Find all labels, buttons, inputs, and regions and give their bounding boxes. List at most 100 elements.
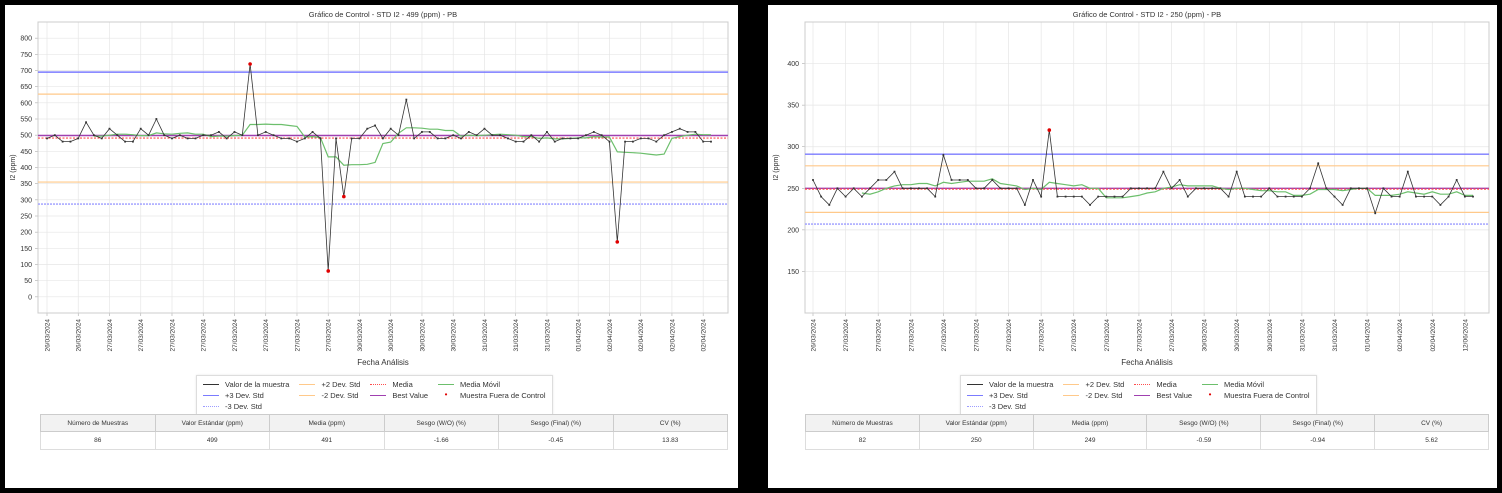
sample-point xyxy=(272,134,275,137)
sample-point xyxy=(1358,187,1360,190)
table-cell: 249 xyxy=(1032,431,1148,450)
sample-point xyxy=(178,134,181,137)
x-tick-label: 27/03/2024 xyxy=(1169,319,1176,352)
x-tick-label: 02/04/2024 xyxy=(1397,319,1404,352)
sample-point xyxy=(210,134,212,137)
legend-line-icon xyxy=(1134,383,1151,385)
table-cell: 82 xyxy=(805,431,920,450)
sample-point xyxy=(1349,187,1352,190)
sample-point xyxy=(428,131,431,133)
sample-point xyxy=(264,131,267,133)
chart-title: Gráfico de Control - STD I2 - 499 (ppm) … xyxy=(309,10,457,19)
sample-point xyxy=(869,187,871,190)
legend-label: Valor de la muestra xyxy=(989,379,1054,389)
x-tick-label: 31/03/2024 xyxy=(513,319,520,352)
table-cell: 13.83 xyxy=(612,431,728,450)
x-tick-label: 27/03/2024 xyxy=(326,319,333,352)
legend-line-icon xyxy=(299,383,316,385)
sample-point xyxy=(577,137,580,140)
legend-item: +2 Dev. Std xyxy=(299,379,360,389)
x-tick-label: 27/03/2024 xyxy=(1039,319,1046,352)
y-tick-label: 400 xyxy=(787,61,799,68)
legend-label: Media xyxy=(392,379,413,389)
sample-point xyxy=(1406,170,1409,173)
sample-point xyxy=(901,187,904,190)
sample-point xyxy=(877,179,880,181)
table-header-cell: Valor Estándar (ppm) xyxy=(918,414,1034,432)
summary-table: Número de Muestras Valor Estándar (ppm) Me… xyxy=(40,414,728,450)
sample-point xyxy=(1113,195,1116,198)
sample-point xyxy=(1040,195,1043,198)
y-tick-label: 250 xyxy=(20,214,32,221)
legend-item: -3 Dev. Std xyxy=(203,401,289,411)
table-cell: -0.45 xyxy=(498,431,614,450)
table-header-cell: Media (ppm) xyxy=(1032,414,1148,432)
sample-point xyxy=(319,137,322,140)
sample-point xyxy=(893,170,896,173)
sample-point xyxy=(311,131,314,133)
legend-label: +2 Dev. Std xyxy=(1085,379,1125,389)
sample-point xyxy=(1178,179,1181,181)
sample-point xyxy=(1227,195,1230,198)
outlier-marker-icon: • xyxy=(1208,390,1212,399)
sample-point xyxy=(124,140,127,143)
sample-point xyxy=(553,140,556,143)
sample-point xyxy=(1341,204,1344,206)
sample-point xyxy=(77,137,80,140)
y-tick-label: 400 xyxy=(20,165,32,172)
sample-point xyxy=(1431,195,1434,198)
table-cell: 491 xyxy=(269,431,385,450)
legend-label: Media xyxy=(1156,379,1177,389)
y-tick-label: 350 xyxy=(20,181,32,188)
sample-point xyxy=(820,195,823,198)
x-tick-label: 27/03/2024 xyxy=(941,319,948,352)
x-tick-label: 27/03/2024 xyxy=(138,319,145,352)
x-tick-label: 12/06/2024 xyxy=(1462,319,1469,352)
sample-point xyxy=(100,137,103,140)
table-header-cell: Sesgo (W/O) (%) xyxy=(1146,414,1262,432)
x-tick-label: 30/03/2024 xyxy=(419,319,426,352)
sample-point xyxy=(202,134,205,137)
sample-point xyxy=(452,134,455,137)
sample-point xyxy=(1056,195,1059,198)
table-header-cell: Sesgo (Final) (%) xyxy=(498,414,614,432)
sample-point xyxy=(1170,187,1173,190)
y-tick-label: 650 xyxy=(20,84,32,91)
y-axis-label: I2 (ppm) xyxy=(773,154,780,180)
legend-label: -2 Dev. Std xyxy=(1085,390,1123,400)
sample-point xyxy=(421,131,423,133)
legend-item: • Muestra Fuera de Control xyxy=(1202,390,1310,400)
x-tick-label: 30/03/2024 xyxy=(388,319,395,352)
sample-point xyxy=(671,131,673,133)
x-tick-label: 27/03/2024 xyxy=(107,319,114,352)
x-tick-label: 30/03/2024 xyxy=(1267,319,1274,352)
sample-point xyxy=(983,187,986,190)
sample-point xyxy=(812,179,814,181)
control-chart-499: 0 50 100 150 200 250 300 350 400 450 500 550 600 650 7… xyxy=(10,10,729,367)
sample-point xyxy=(1439,204,1442,206)
y-tick-label: 0 xyxy=(28,294,32,301)
sample-point xyxy=(694,131,697,133)
sample-point xyxy=(491,134,494,137)
y-tick-label: 200 xyxy=(20,230,32,237)
sample-point xyxy=(116,134,119,137)
sample-point xyxy=(397,134,400,137)
control-chart-panel-i2-499: 0 50 100 150 200 250 300 350 400 450 500 550 600 650 7… xyxy=(5,5,738,488)
legend-label: -3 Dev. Std xyxy=(225,401,262,411)
control-chart-panel-i2-250: 150 200 250 300 350 400 26/03/2024 27/03/2024 27… xyxy=(768,5,1497,488)
legend-item: +3 Dev. Std xyxy=(203,390,289,400)
sample-point xyxy=(163,134,166,137)
y-tick-label: 300 xyxy=(20,197,32,204)
moving-average-line xyxy=(861,178,1473,199)
x-tick-label: 02/04/2024 xyxy=(638,319,645,352)
legend-label: +3 Dev. Std xyxy=(989,390,1028,400)
table-cell: -1.66 xyxy=(383,431,499,450)
sample-point xyxy=(147,134,150,137)
x-tick-label: 31/03/2024 xyxy=(1299,319,1306,352)
legend-label: Best Value xyxy=(392,390,429,400)
legend-item: -2 Dev. Std xyxy=(299,390,360,400)
legend-line-icon xyxy=(370,394,387,396)
sample-point xyxy=(280,137,283,140)
sample-point xyxy=(53,134,56,137)
x-tick-label: 27/03/2024 xyxy=(1071,319,1078,352)
